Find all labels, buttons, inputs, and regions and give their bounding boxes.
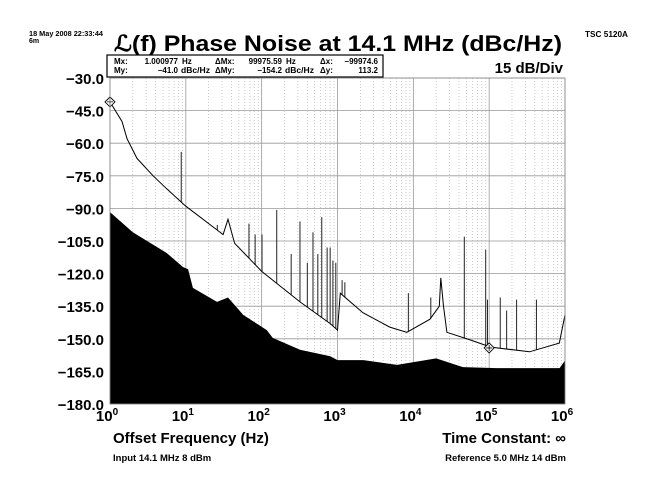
x-tick-label: 103 xyxy=(323,407,346,425)
marker-crosshair xyxy=(486,344,493,351)
y-tick-label: −45.0 xyxy=(66,104,104,121)
my-value: −41.0 xyxy=(158,66,179,75)
y-tick-label: −135.0 xyxy=(58,299,104,316)
reference-info: Reference 5.0 MHz 14 dBm xyxy=(445,453,566,464)
y-tick-label: −165.0 xyxy=(58,364,104,381)
dmx-value: 99975.59 xyxy=(249,57,283,66)
mx-label: Mx: xyxy=(114,57,128,66)
y-tick-label: −90.0 xyxy=(66,201,104,218)
dx-label: Δx: xyxy=(320,57,333,66)
marker-diamond xyxy=(483,342,495,354)
dy-value: 113.2 xyxy=(358,66,378,75)
spurs xyxy=(180,151,537,351)
dmx-label: ΔMx: xyxy=(215,57,235,66)
x-tick-label: 100 xyxy=(96,407,119,425)
time-constant: Time Constant: ∞ xyxy=(442,430,566,447)
plot-border xyxy=(109,77,566,405)
dy-label: Δy: xyxy=(320,66,333,75)
x-tick-label: 101 xyxy=(172,407,195,425)
y-tick-label: −120.0 xyxy=(58,267,104,284)
chart-title: ℒ(f) Phase Noise at 14.1 MHz (dBc/Hz) xyxy=(114,31,562,56)
mx-value: 1.000977 xyxy=(145,57,179,66)
y-tick-label: −30.0 xyxy=(66,71,104,88)
dmx-unit: Hz xyxy=(286,57,296,66)
x-axis-ticks: 100 101 102 103 104 105 106 xyxy=(96,407,574,425)
dmy-label: ΔMy: xyxy=(215,66,235,75)
scale-label: 15 dB/Div xyxy=(495,60,564,77)
my-unit: dBc/Hz xyxy=(181,66,210,75)
timestamp-duration: 6m xyxy=(29,38,39,45)
instrument-model: TSC 5120A xyxy=(585,30,628,39)
y-tick-label: −105.0 xyxy=(58,234,104,251)
y-axis-ticks: −30.0 −45.0 −60.0 −75.0 −90.0 −105.0 −120.0 −13… xyxy=(58,71,104,414)
x-tick-label: 104 xyxy=(399,407,422,425)
my-label: My: xyxy=(114,66,128,75)
noise-floor xyxy=(110,212,565,404)
x-tick-label: 106 xyxy=(551,407,574,425)
x-axis-label: Offset Frequency (Hz) xyxy=(113,430,269,447)
mx-unit: Hz xyxy=(182,57,192,66)
marker-readout-box: Mx: 1.000977 Hz My: −41.0 dBc/Hz ΔMx: 99… xyxy=(106,54,384,78)
phase-noise-trace xyxy=(109,101,566,353)
dmy-value: −154.2 xyxy=(257,66,282,75)
y-tick-label: −75.0 xyxy=(66,169,104,186)
dmy-unit: dBc/Hz xyxy=(285,66,314,75)
y-tick-label: −150.0 xyxy=(58,332,104,349)
x-tick-label: 102 xyxy=(248,407,271,425)
x-tick-label: 105 xyxy=(475,407,498,425)
timestamp: 18 May 2008 22:33:44 xyxy=(29,31,103,38)
y-tick-label: −60.0 xyxy=(66,136,104,153)
noise-floor-area xyxy=(110,212,565,404)
dx-value: −99974.6 xyxy=(344,57,378,66)
y-tick-label: −180.0 xyxy=(58,397,104,414)
input-info: Input 14.1 MHz 8 dBm xyxy=(113,453,211,464)
trace-line xyxy=(109,101,566,353)
